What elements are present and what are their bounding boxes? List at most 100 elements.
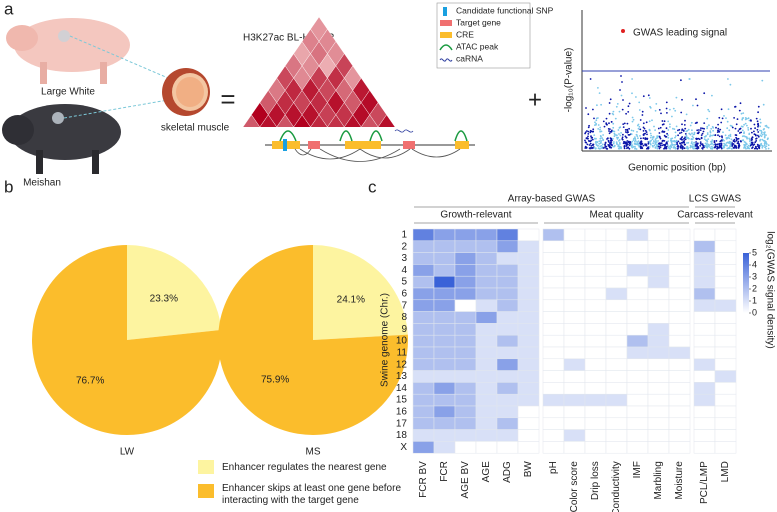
manhattan-dot xyxy=(631,144,634,147)
heatmap-cell xyxy=(605,252,628,265)
manhattan-dot xyxy=(685,113,688,116)
manhattan-dot xyxy=(666,132,668,135)
heatmap-cell xyxy=(542,441,565,454)
heatmap-cell xyxy=(714,311,737,324)
manhattan-dot xyxy=(631,92,633,95)
manhattan-dot xyxy=(763,131,765,134)
manhattan-dot xyxy=(667,140,670,143)
manhattan-dot xyxy=(746,124,748,127)
heatmap-cell xyxy=(714,275,737,289)
heatmap-cell xyxy=(605,240,628,253)
heatmap-cell xyxy=(584,323,607,336)
manhattan-dot xyxy=(619,126,622,129)
manhattan-dot xyxy=(626,143,628,146)
manhattan-dot xyxy=(716,147,719,150)
heatmap-cell xyxy=(563,346,586,360)
manhattan-dot xyxy=(753,133,756,136)
heatmap-cell xyxy=(605,264,628,277)
row-label: 18 xyxy=(396,430,408,441)
manhattan-dot xyxy=(712,134,715,137)
manhattan-dot xyxy=(665,145,668,148)
manhattan-dot xyxy=(586,137,588,139)
manhattan-dot xyxy=(679,132,681,135)
heatmap-cell xyxy=(714,299,737,312)
manhattan-dot xyxy=(631,116,634,119)
manhattan-dot xyxy=(658,142,660,145)
manhattan-dot xyxy=(685,134,688,137)
heatmap-cell xyxy=(626,429,649,442)
heatmap-cell xyxy=(433,334,456,348)
manhattan-dot xyxy=(609,139,612,142)
manhattan-dot xyxy=(612,122,615,125)
heatmap-cell xyxy=(626,382,649,395)
heatmap-cell xyxy=(584,382,607,395)
column-label: ADG xyxy=(502,461,513,483)
manhattan-dot xyxy=(641,143,643,146)
manhattan-dot xyxy=(653,125,655,128)
manhattan-dot xyxy=(590,145,593,147)
manhattan-dot xyxy=(703,138,706,141)
heatmap-cell xyxy=(454,334,477,348)
manhattan-dot xyxy=(610,146,612,149)
manhattan-dot xyxy=(626,122,629,125)
manhattan-dot xyxy=(666,144,669,147)
manhattan-dot xyxy=(636,135,639,138)
manhattan-dot xyxy=(627,134,630,136)
manhattan-dot xyxy=(753,147,756,150)
heatmap-cell xyxy=(693,287,716,301)
colorbar-tick-label: 5 xyxy=(752,247,757,257)
manhattan-dot xyxy=(721,117,724,120)
heatmap-cell xyxy=(475,429,498,442)
heatmap-cell xyxy=(693,311,716,324)
heatmap-cell xyxy=(668,252,691,265)
manhattan-dot xyxy=(667,134,669,137)
manhattan-dot xyxy=(642,137,645,140)
manhattan-dot xyxy=(648,120,651,123)
legend-label: Enhancer regulates the nearest gene xyxy=(222,462,387,473)
heatmap-cell xyxy=(475,323,498,336)
heatmap-cell xyxy=(496,323,519,336)
manhattan-dot xyxy=(741,118,744,121)
colorbar xyxy=(743,253,749,313)
heatmap-cell xyxy=(454,382,477,395)
manhattan-dot xyxy=(735,147,738,149)
heatmap-cell xyxy=(693,382,716,395)
manhattan-dot xyxy=(669,145,672,148)
manhattan-dot xyxy=(706,140,709,143)
manhattan-dot xyxy=(730,138,733,141)
manhattan-dot xyxy=(589,131,592,134)
heatmap-cell xyxy=(647,299,670,312)
value-label: 23.3% xyxy=(150,294,178,305)
manhattan-dot xyxy=(594,121,596,124)
manhattan-dot xyxy=(701,132,704,135)
manhattan-dot xyxy=(713,141,716,144)
heatmap-cell xyxy=(433,358,456,371)
column-label: Drip loss xyxy=(590,461,601,500)
contact-map xyxy=(243,17,395,127)
manhattan-dot xyxy=(628,147,631,150)
manhattan-dot xyxy=(692,104,694,107)
manhattan-dot xyxy=(658,147,661,150)
heatmap-cell xyxy=(626,441,649,454)
manhattan-dot xyxy=(757,111,759,114)
manhattan-dot xyxy=(746,136,748,139)
heatmap-cell xyxy=(626,358,649,371)
manhattan-dot xyxy=(668,147,671,150)
manhattan-dot xyxy=(627,146,630,149)
heatmap-cell xyxy=(517,287,540,301)
manhattan-dot xyxy=(743,123,745,126)
manhattan-dot xyxy=(590,135,592,138)
heatmap-cell xyxy=(517,346,540,360)
row-label: 2 xyxy=(401,241,407,252)
legend-swatch xyxy=(198,484,214,498)
manhattan-dot xyxy=(737,137,740,140)
pie-slice xyxy=(313,245,408,340)
manhattan-dot xyxy=(612,126,615,129)
heatmap-cell xyxy=(433,393,456,407)
heatmap-cell xyxy=(668,382,691,395)
heatmap-cell xyxy=(542,417,565,430)
manhattan-dot xyxy=(761,146,764,149)
manhattan-dot xyxy=(587,113,590,116)
manhattan-dot xyxy=(706,133,709,136)
manhattan-dot xyxy=(729,135,732,138)
